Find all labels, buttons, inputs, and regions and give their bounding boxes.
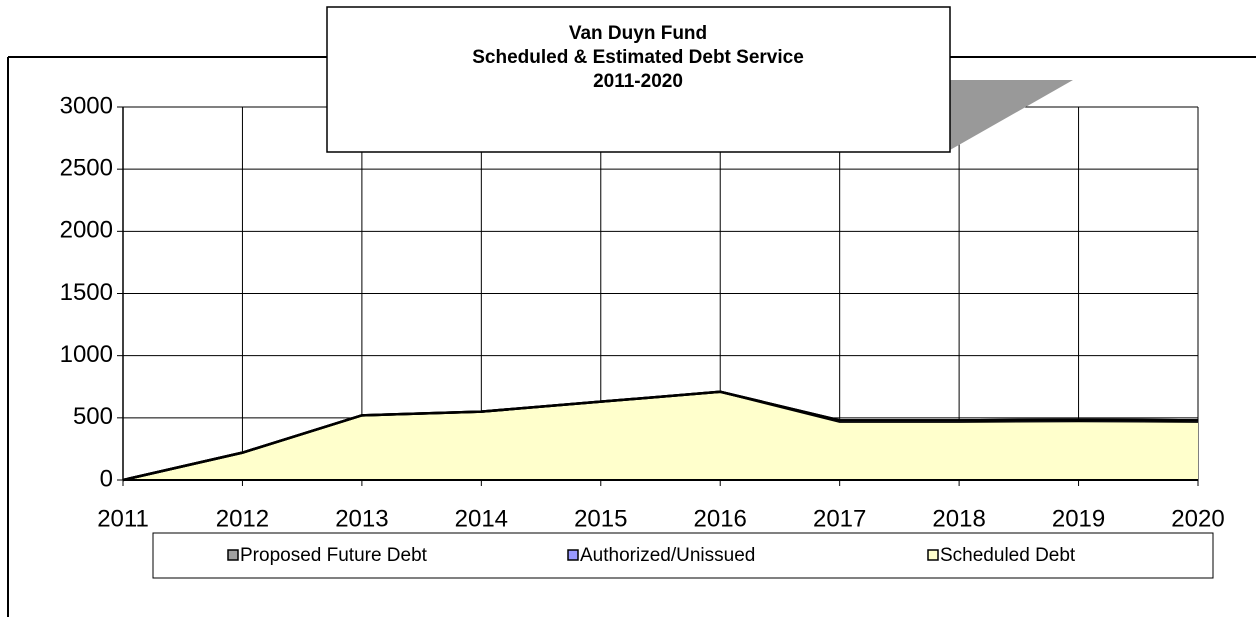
y-tick-label: 1000 <box>60 341 113 368</box>
y-tick-label: 0 <box>100 465 113 492</box>
area-edge <box>122 390 1199 482</box>
area <box>123 391 1198 480</box>
legend-swatch <box>227 549 239 561</box>
x-tick-label: 2020 <box>1171 505 1224 532</box>
legend-label: Authorized/Unissued <box>580 545 755 566</box>
y-tick-label: 500 <box>73 403 113 430</box>
x-tick-label: 2019 <box>1052 505 1105 532</box>
y-tick-label: 2000 <box>60 217 113 244</box>
x-tick-label: 2016 <box>694 505 747 532</box>
chart-subtitle: 2011-2020 <box>593 71 683 92</box>
legend-label: Proposed Future Debt <box>240 545 428 566</box>
plot-area <box>122 106 1199 482</box>
x-tick-label: 2018 <box>932 505 985 532</box>
x-tick-label: 2017 <box>813 505 866 532</box>
x-tick-label: 2011 <box>97 505 149 532</box>
legend-swatch <box>927 549 939 561</box>
y-tick-label: 1500 <box>60 279 113 306</box>
x-tick-label: 2013 <box>335 505 388 532</box>
title-box <box>326 6 951 153</box>
x-tick-label: 2014 <box>455 505 508 532</box>
legend <box>152 532 1214 579</box>
chart-title: Van Duyn Fund <box>569 23 707 44</box>
x-tick-label: 2015 <box>574 505 627 532</box>
x-tick-label: 2012 <box>216 505 269 532</box>
legend-swatch <box>567 549 579 561</box>
chart-subtitle: Scheduled & Estimated Debt Service <box>472 47 804 68</box>
y-tick-label: 2500 <box>60 155 113 182</box>
legend-label: Scheduled Debt <box>940 545 1076 566</box>
y-tick-label: 3000 <box>60 92 113 119</box>
